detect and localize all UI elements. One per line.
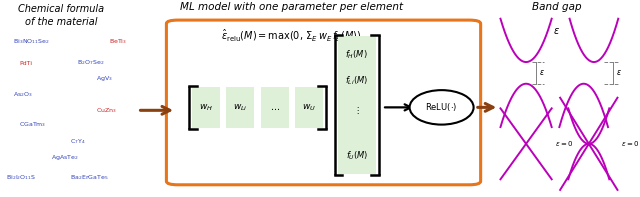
Text: CGaTm$_3$: CGaTm$_3$ <box>19 120 47 129</box>
Text: Chemical formula
of the material: Chemical formula of the material <box>18 4 104 27</box>
FancyBboxPatch shape <box>338 144 376 167</box>
FancyBboxPatch shape <box>261 87 289 128</box>
Text: $\cdots$: $\cdots$ <box>270 103 280 112</box>
Text: BeTi$_3$: BeTi$_3$ <box>109 37 127 46</box>
Text: PdTi: PdTi <box>19 60 32 66</box>
Text: $f_{Li}(M)$: $f_{Li}(M)$ <box>345 74 369 87</box>
FancyBboxPatch shape <box>338 36 376 174</box>
Text: $f_U(M)$: $f_U(M)$ <box>346 149 368 162</box>
FancyBboxPatch shape <box>166 20 481 185</box>
FancyBboxPatch shape <box>338 69 376 93</box>
Text: B$_2$O$_7$Se$_2$: B$_2$O$_7$Se$_2$ <box>77 59 104 68</box>
Text: CuZn$_3$: CuZn$_3$ <box>96 106 117 115</box>
Text: Bi$_3$NO$_{11}$Se$_2$: Bi$_3$NO$_{11}$Se$_2$ <box>13 37 49 46</box>
Text: Bi$_2$I$_2$O$_{11}$S: Bi$_2$I$_2$O$_{11}$S <box>6 173 36 182</box>
Text: $w_{Li}$: $w_{Li}$ <box>233 102 248 113</box>
Text: $w_U$: $w_U$ <box>302 102 316 113</box>
Text: $\hat{\varepsilon}_{\mathrm{relu}}(M) = \mathrm{max}(0,\, \Sigma_E\, w_E\, f_E(M: $\hat{\varepsilon}_{\mathrm{relu}}(M) = … <box>221 28 362 43</box>
Text: ML model with one parameter per element: ML model with one parameter per element <box>180 2 403 12</box>
Text: AgV$_3$: AgV$_3$ <box>96 74 113 83</box>
Text: AgAsTe$_2$: AgAsTe$_2$ <box>51 153 79 162</box>
Text: $\varepsilon$: $\varepsilon$ <box>616 68 622 77</box>
Text: $\varepsilon$: $\varepsilon$ <box>539 68 545 77</box>
Ellipse shape <box>410 90 474 125</box>
FancyBboxPatch shape <box>338 43 376 67</box>
Text: $w_H$: $w_H$ <box>199 102 213 113</box>
Text: Ba$_2$ErGaTe$_5$: Ba$_2$ErGaTe$_5$ <box>70 173 109 182</box>
Text: Band gap: Band gap <box>532 2 582 12</box>
FancyBboxPatch shape <box>192 87 220 128</box>
FancyBboxPatch shape <box>295 87 323 128</box>
FancyBboxPatch shape <box>227 87 255 128</box>
Text: $\varepsilon$: $\varepsilon$ <box>554 26 560 36</box>
Text: $\varepsilon = 0$: $\varepsilon = 0$ <box>555 139 573 148</box>
Text: $\vdots$: $\vdots$ <box>353 105 360 116</box>
Text: ReLU($\cdot$): ReLU($\cdot$) <box>426 101 458 113</box>
Text: As$_2$O$_3$: As$_2$O$_3$ <box>13 90 33 99</box>
Text: $f_H(M)$: $f_H(M)$ <box>346 49 368 61</box>
Text: $\varepsilon = 0$: $\varepsilon = 0$ <box>621 139 639 148</box>
Text: C$_7$Y$_4$: C$_7$Y$_4$ <box>70 137 86 146</box>
